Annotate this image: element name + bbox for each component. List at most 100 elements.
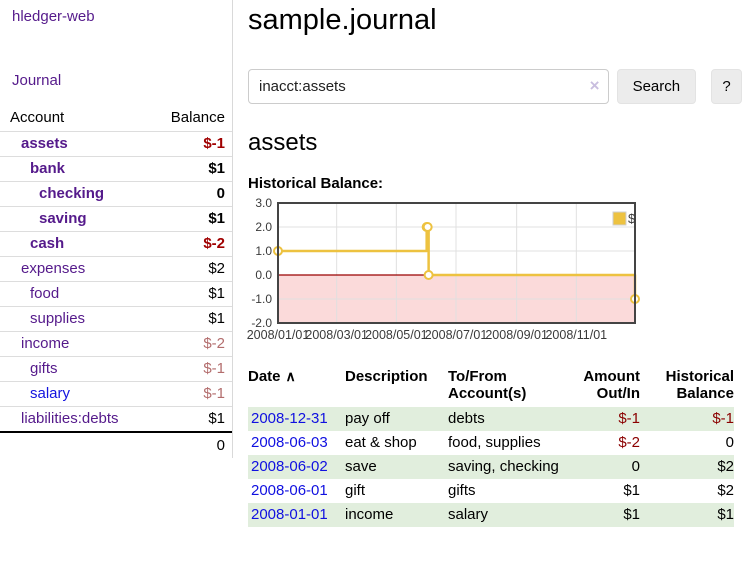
transaction-date-link[interactable]: 2008-01-01 [251, 506, 328, 523]
register-col-description: Description [345, 368, 428, 385]
transaction-date-cell: 2008-06-01 [248, 479, 345, 503]
transaction-accounts: saving, checking [448, 458, 559, 475]
register-row: 2008-12-31 pay off debts $-1 $-1 [248, 407, 734, 431]
main-content: sample.journal × Search ? assets Histori… [247, 0, 742, 527]
account-row: checking 0 [0, 181, 232, 207]
transaction-description: gift [345, 482, 366, 499]
account-link[interactable]: supplies [30, 310, 86, 327]
register-col-date[interactable]: Date ∧ [248, 368, 296, 385]
transaction-accounts: debts [448, 410, 485, 427]
svg-text:3.0: 3.0 [255, 196, 272, 210]
svg-text:0.0: 0.0 [255, 268, 272, 282]
account-balance: $1 [152, 406, 232, 433]
transaction-balance: $1 [717, 506, 734, 523]
account-balance: $2 [152, 256, 232, 282]
account-row: food $1 [0, 281, 232, 307]
svg-text:2008/01/01: 2008/01/01 [247, 328, 310, 342]
svg-text:-2.0: -2.0 [251, 316, 272, 330]
account-balance: $1 [152, 306, 232, 332]
account-row: income $-2 [0, 331, 232, 357]
register-row: 2008-06-02 save saving, checking 0 $2 [248, 455, 734, 479]
accounts-total-row: 0 [0, 431, 232, 458]
register-col-accounts: To/From Account(s) [448, 368, 527, 402]
search-input[interactable] [248, 69, 609, 104]
account-balance: $-1 [152, 381, 232, 407]
account-heading: assets [248, 129, 318, 156]
account-balance: $-1 [152, 131, 232, 157]
transaction-balance: $-1 [712, 410, 734, 427]
transaction-date-link[interactable]: 2008-12-31 [251, 410, 328, 427]
transaction-date-link[interactable]: 2008-06-01 [251, 482, 328, 499]
transaction-amount: $-1 [618, 410, 640, 427]
account-balance: $1 [152, 281, 232, 307]
account-name-cell: income [0, 331, 153, 357]
account-link[interactable]: food [30, 285, 60, 302]
sidebar-item-journal[interactable]: Journal [12, 72, 62, 89]
account-link[interactable]: cash [30, 235, 65, 252]
legend-label: $ [628, 211, 636, 226]
transaction-amount: $1 [623, 506, 640, 523]
account-link[interactable]: income [21, 335, 70, 352]
transaction-amount: $-2 [618, 434, 640, 451]
account-link[interactable]: gifts [30, 360, 58, 377]
transaction-balance: 0 [725, 434, 734, 451]
chart-title: Historical Balance: [248, 175, 384, 192]
account-link[interactable]: expenses [21, 260, 86, 277]
svg-text:2.0: 2.0 [255, 220, 272, 234]
app-title-link[interactable]: hledger-web [12, 8, 95, 25]
transaction-accounts: food, supplies [448, 434, 541, 451]
transaction-description: pay off [345, 410, 390, 427]
clear-search-icon[interactable]: × [589, 76, 600, 95]
register-col-amount: Amount Out/In [583, 368, 640, 402]
account-balance: 0 [152, 181, 232, 207]
transaction-date-cell: 2008-01-01 [248, 503, 345, 527]
accounts-total-value: 0 [152, 431, 232, 458]
account-name-cell: bank [0, 156, 153, 182]
svg-text:2008/07/01: 2008/07/01 [425, 328, 488, 342]
account-row: bank $1 [0, 156, 232, 182]
account-name-cell: liabilities:debts [0, 406, 153, 433]
search-button[interactable]: Search [616, 69, 697, 104]
svg-text:2008/05/01: 2008/05/01 [365, 328, 428, 342]
register-row: 2008-06-03 eat & shop food, supplies $-2 0 [248, 431, 734, 455]
transaction-description: save [345, 458, 377, 475]
sidebar: hledger-web Journal Account Balance asse… [0, 0, 233, 458]
account-row: salary $-1 [0, 381, 232, 407]
account-link[interactable]: salary [30, 385, 71, 402]
transaction-accounts: gifts [448, 482, 476, 499]
account-row: expenses $2 [0, 256, 232, 282]
accounts-table: Account Balance assets $-1 bank $1 checking 0… [0, 106, 232, 458]
chart-canvas: 3.0 2.0 1.0 0.0 -1.0 -2.02008/01/012008/03/01… [247, 196, 640, 342]
account-link[interactable]: bank [30, 160, 66, 177]
account-name-cell: cash [0, 231, 153, 257]
account-link[interactable]: checking [39, 185, 105, 202]
svg-text:2008/11/01: 2008/11/01 [545, 328, 607, 342]
account-name-cell: food [0, 281, 153, 307]
sort-ascending-icon: ∧ [285, 368, 296, 384]
account-link[interactable]: liabilities:debts [21, 410, 119, 427]
account-row: supplies $1 [0, 306, 232, 332]
register-table: Date ∧ Description To/From Account(s) Amo… [248, 366, 734, 527]
svg-text:1.0: 1.0 [255, 244, 272, 258]
transaction-amount: 0 [631, 458, 640, 475]
svg-text:2008/09/01: 2008/09/01 [485, 328, 548, 342]
transaction-date-link[interactable]: 2008-06-02 [251, 458, 328, 475]
account-balance: $-2 [152, 331, 232, 357]
transaction-description: eat & shop [345, 434, 417, 451]
transaction-balance: $2 [717, 482, 734, 499]
transaction-balance: $2 [717, 458, 734, 475]
transaction-date-link[interactable]: 2008-06-03 [251, 434, 328, 451]
account-row: gifts $-1 [0, 356, 232, 382]
account-link[interactable]: assets [21, 135, 68, 152]
register-row: 2008-01-01 income salary $1 $1 [248, 503, 734, 527]
account-row: saving $1 [0, 206, 232, 232]
search-form: × Search ? [248, 69, 742, 104]
transaction-date-cell: 2008-06-03 [248, 431, 345, 455]
account-name-cell: expenses [0, 256, 153, 282]
help-button[interactable]: ? [711, 69, 742, 104]
account-name-cell: assets [0, 131, 153, 157]
account-link[interactable]: saving [39, 210, 87, 227]
account-name-cell: gifts [0, 356, 153, 382]
account-row: cash $-2 [0, 231, 232, 257]
account-row: liabilities:debts $1 [0, 406, 232, 433]
